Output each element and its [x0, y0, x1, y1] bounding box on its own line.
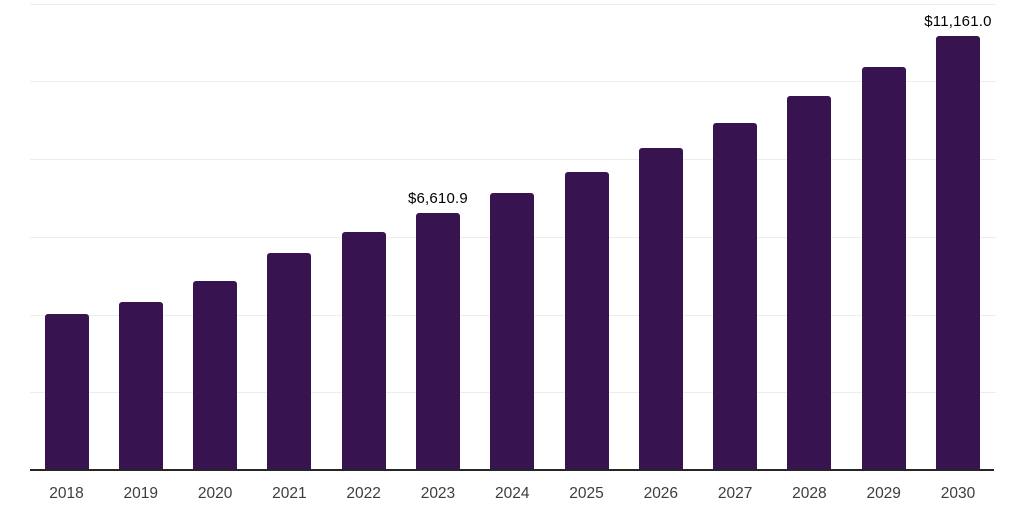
x-tick-label-2020: 2020 [197, 485, 233, 502]
x-tick-label-2024: 2024 [494, 485, 530, 502]
x-tick-label-2023: 2023 [420, 485, 456, 502]
bar-value-label-2030: $11,161.0 [924, 13, 992, 31]
bar-2026[interactable] [638, 148, 683, 470]
bar-2024[interactable] [490, 193, 535, 470]
bar-2020[interactable] [193, 281, 238, 470]
x-axis-line [30, 469, 994, 471]
x-tick-label-2018: 2018 [49, 485, 84, 502]
bar-2028[interactable] [787, 96, 832, 470]
x-tick-label-2026: 2026 [643, 485, 679, 502]
x-tick-label-2030: 2030 [940, 485, 976, 502]
x-tick-label-2028: 2028 [792, 485, 827, 502]
gridline-8000 [30, 159, 996, 160]
bar-2022[interactable] [341, 232, 386, 470]
bar-2030[interactable] [935, 36, 980, 470]
x-tick-label-2025: 2025 [569, 485, 604, 502]
bar-2021[interactable] [267, 253, 312, 470]
gridline-12000 [30, 3, 996, 5]
bar-2019[interactable] [118, 301, 163, 470]
gridline-10000 [30, 81, 996, 83]
bar-2018[interactable] [44, 314, 89, 470]
bar-value-label-2023: $6,610.9 [407, 190, 468, 207]
x-tick-label-2029: 2029 [866, 485, 901, 502]
x-tick-label-2019: 2019 [123, 485, 159, 502]
x-tick-label-2022: 2022 [346, 485, 381, 502]
bar-2027[interactable] [713, 123, 758, 470]
x-tick-label-2021: 2021 [272, 485, 307, 502]
bar-2023[interactable] [415, 213, 460, 470]
bar-2029[interactable] [861, 67, 906, 470]
bar-2025[interactable] [564, 171, 609, 470]
x-tick-label-2027: 2027 [717, 485, 753, 502]
